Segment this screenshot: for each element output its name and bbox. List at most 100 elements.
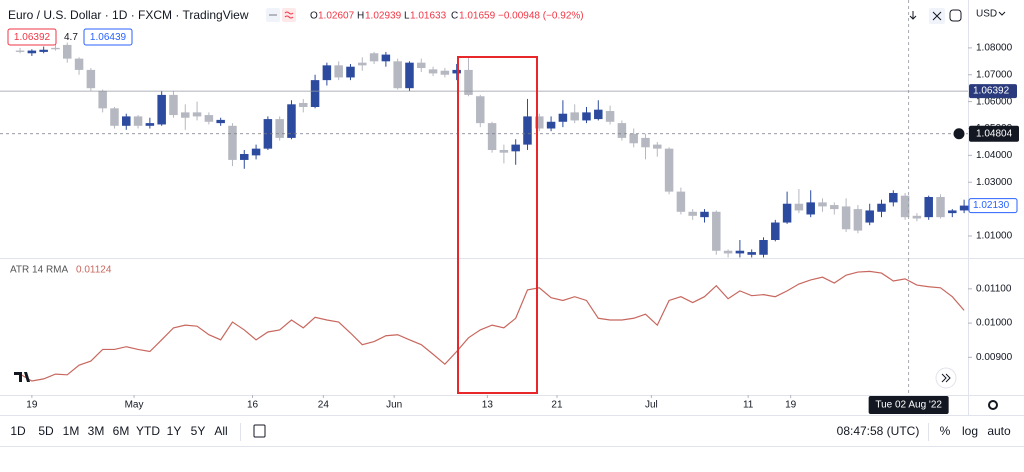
candle-body <box>476 96 485 124</box>
compare-icon <box>284 11 294 19</box>
candle-body <box>641 137 650 148</box>
candle-body <box>369 53 379 62</box>
candle-body <box>511 144 520 152</box>
range-button[interactable]: 1M <box>63 424 80 438</box>
candle-body <box>145 123 155 126</box>
range-button[interactable]: All <box>214 424 227 438</box>
range-button[interactable]: 1D <box>10 424 26 438</box>
candle-body <box>535 116 544 129</box>
candle-body <box>924 197 933 218</box>
bid-button[interactable] <box>7 28 57 46</box>
candle-body <box>582 112 591 121</box>
range-button[interactable]: 6M <box>113 424 130 438</box>
crosshair-price-label: 1.04804 <box>976 128 1013 139</box>
candle-body <box>570 112 579 121</box>
ohlc-key: L <box>404 11 410 22</box>
candle-body <box>712 211 721 251</box>
candle-body <box>381 54 391 62</box>
compare-button[interactable] <box>282 8 296 22</box>
candle-body <box>523 116 532 145</box>
ohlc-key: C <box>451 11 458 22</box>
minimize-icon[interactable] <box>909 11 917 20</box>
restore-icon[interactable] <box>949 9 962 22</box>
candle-body <box>818 202 827 207</box>
candle-body <box>405 62 414 89</box>
range-button[interactable]: 1Y <box>167 424 182 438</box>
candle-body <box>228 125 237 160</box>
candle-body <box>629 133 638 144</box>
crosshair-price-tag <box>969 125 1019 142</box>
candle-body <box>900 195 910 218</box>
candle-body <box>263 119 273 149</box>
candle-body <box>806 202 815 215</box>
candle-body <box>15 50 25 52</box>
candle-body <box>110 108 119 126</box>
y-tick-label: 1.08000 <box>976 43 1013 54</box>
candle-body <box>275 119 284 138</box>
settings-icon[interactable] <box>988 400 998 410</box>
x-tick-label: Jun <box>386 400 402 411</box>
candle-body <box>912 215 922 219</box>
candle-body <box>310 80 320 107</box>
x-tick-label: 11 <box>743 400 754 411</box>
ask-button[interactable] <box>83 28 133 46</box>
x-tick-label: 21 <box>551 400 563 411</box>
x-tick-label: 19 <box>26 400 38 411</box>
candle-body <box>216 119 225 124</box>
scroll-icon <box>941 373 951 383</box>
candle-body <box>735 250 745 254</box>
candle-body <box>192 112 202 117</box>
candle-body <box>487 123 497 150</box>
candle-body <box>841 206 851 230</box>
range-button[interactable]: 5D <box>38 424 54 438</box>
ohlc-value: 1.02607 <box>318 11 355 22</box>
y-tick-label: 1.04000 <box>976 150 1013 161</box>
candle-body <box>688 211 697 216</box>
candle-body <box>499 149 509 153</box>
candle-body <box>936 197 945 218</box>
atr-line <box>19 270 965 382</box>
x-tick-label: 24 <box>318 400 330 411</box>
candle-body <box>830 205 839 210</box>
range-button[interactable]: 5Y <box>191 424 206 438</box>
candle-body <box>464 69 473 95</box>
maximize-icon <box>932 11 942 21</box>
range-button[interactable]: YTD <box>136 424 160 438</box>
candle-body <box>794 203 804 211</box>
candle-body <box>865 210 874 223</box>
tv-logo <box>14 372 30 382</box>
candle-body <box>322 65 332 81</box>
price-tag <box>969 84 1017 99</box>
candle-body <box>204 115 214 122</box>
candle-body <box>133 116 143 126</box>
candle-body <box>63 44 72 59</box>
candle-body <box>948 210 957 214</box>
candle-body <box>169 94 178 116</box>
price-tag-label: 1.02130 <box>973 200 1010 211</box>
candle-body <box>452 69 461 74</box>
y-tick-label: 0.00900 <box>976 352 1013 363</box>
add-alert-button[interactable] <box>952 127 966 141</box>
goto-date-icon[interactable] <box>253 424 266 438</box>
log-toggle[interactable]: log <box>962 424 978 438</box>
currency-dropdown[interactable] <box>998 11 1006 16</box>
y-tick-label: 1.06000 <box>976 96 1013 107</box>
candle-body <box>653 144 662 149</box>
auto-toggle[interactable]: auto <box>987 424 1011 438</box>
candle-body <box>664 148 674 192</box>
candle-body <box>428 69 438 74</box>
candle-body <box>877 203 886 212</box>
y-tick-label: 0.01000 <box>976 318 1013 329</box>
highlight-box <box>457 56 538 394</box>
indicator-value: 0.01124 <box>76 265 112 276</box>
range-button[interactable]: 3M <box>88 424 105 438</box>
percent-toggle[interactable]: % <box>940 424 951 438</box>
candle-body <box>546 121 556 129</box>
candle-body <box>959 205 969 211</box>
candle-body <box>440 70 450 75</box>
candle-body <box>74 58 84 70</box>
candle-body <box>700 211 709 218</box>
y-tick-label: 1.03000 <box>976 177 1013 188</box>
candle-body <box>299 102 308 107</box>
